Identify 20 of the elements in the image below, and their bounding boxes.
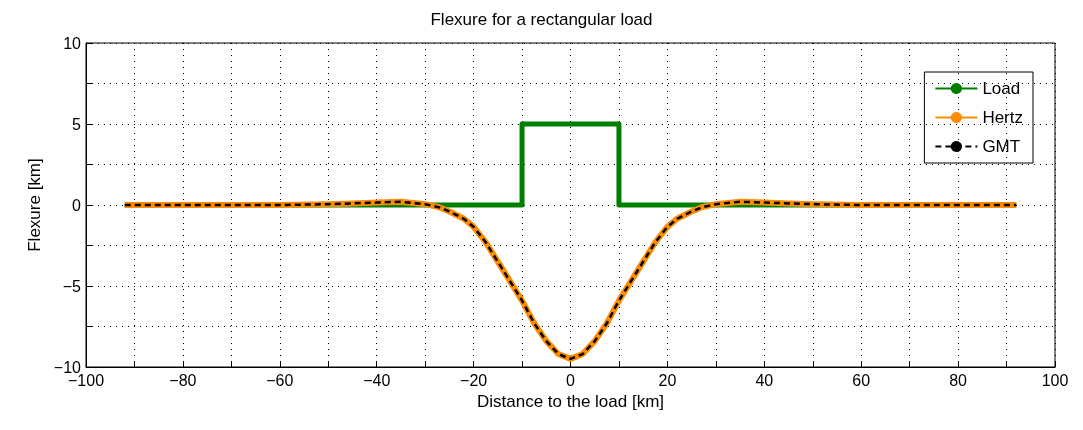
x-tick-label: −60	[266, 371, 294, 389]
y-tick-label: 0	[72, 196, 82, 214]
legend-label: Load	[982, 79, 1021, 98]
y-tick-label: 10	[63, 34, 82, 52]
x-tick-label: 20	[658, 371, 677, 389]
y-tick-label: 5	[72, 115, 82, 133]
legend-label: Hertz	[982, 108, 1024, 127]
legend-label: GMT	[982, 137, 1021, 156]
x-tick-label: 80	[949, 371, 968, 389]
y-axis-title: Flexure [km]	[24, 158, 44, 252]
x-tick-label: −20	[460, 371, 488, 389]
x-tick-label: 0	[566, 371, 576, 389]
x-tick-label: 40	[755, 371, 774, 389]
x-axis-title: Distance to the load [km]	[476, 391, 665, 411]
x-tick-label: −80	[169, 371, 197, 389]
y-tick-label: −5	[62, 277, 82, 295]
x-tick-label: −40	[363, 371, 391, 389]
x-tick-label: 60	[852, 371, 871, 389]
x-tick-label: 100	[1041, 371, 1069, 389]
chart-title: Flexure for a rectangular load	[430, 10, 653, 29]
